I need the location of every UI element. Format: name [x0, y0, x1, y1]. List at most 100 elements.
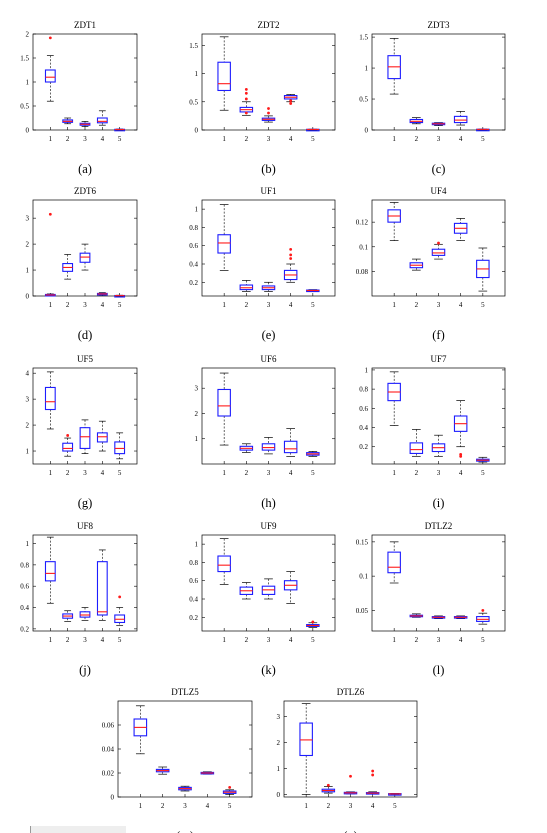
box-2	[239, 443, 254, 453]
box-4	[453, 218, 468, 241]
box-3	[261, 107, 276, 123]
x-tick-label: 1	[222, 301, 226, 309]
x-tick-label: 1	[392, 636, 396, 644]
panel-title: ZDT6	[74, 186, 96, 196]
plot-frame	[283, 700, 418, 798]
x-tick-label: 5	[481, 135, 485, 143]
panel-caption: (g)	[78, 496, 93, 510]
x-tick-label: 2	[66, 301, 70, 309]
iqr-box	[44, 69, 56, 83]
outlier-point	[244, 91, 248, 95]
panel-title: UF5	[77, 354, 94, 364]
x-tick-label: 4	[101, 469, 105, 477]
plot-frame	[117, 700, 253, 798]
panel-title: DTLZ5	[171, 687, 199, 697]
box-1	[217, 538, 231, 585]
panel-dtlz5: DTLZ5 0 0.02 0.04 0.06 1 2 3 4 5 (m)	[102, 687, 253, 833]
panel-title: ZDT3	[428, 20, 450, 30]
panel-caption: (d)	[78, 328, 93, 342]
y-tick-label: 1	[365, 65, 369, 73]
y-tick-label: 3	[26, 215, 30, 223]
box-1	[217, 204, 231, 271]
x-tick-label: 2	[415, 301, 419, 309]
panel-uf7: UF7 0.2 0.4 0.6 0.8 1 1 2 3 4 5 (i)	[359, 354, 506, 510]
x-tick-label: 3	[267, 135, 271, 143]
iqr-box	[96, 117, 108, 124]
box-3	[261, 281, 276, 292]
box-1	[299, 703, 313, 795]
y-tick-label: 0.04	[102, 746, 115, 754]
iqr-box	[217, 61, 231, 92]
panel-caption: (l)	[433, 663, 445, 677]
y-tick-label: 0.15	[356, 538, 369, 546]
outlier-point	[289, 247, 293, 251]
x-tick-label: 3	[183, 802, 187, 810]
panel-caption: (c)	[432, 162, 446, 176]
box-1	[133, 705, 148, 755]
x-tick-label: 1	[222, 469, 226, 477]
x-tick-label: 3	[267, 301, 271, 309]
x-tick-label: 4	[459, 135, 463, 143]
y-tick-label: 0.8	[189, 559, 198, 567]
y-tick-label: 0.08	[356, 268, 369, 276]
box-4	[283, 247, 298, 283]
iqr-box	[217, 555, 231, 573]
x-tick-label: 4	[289, 469, 293, 477]
x-tick-label: 1	[392, 469, 396, 477]
box-5	[114, 595, 126, 627]
y-tick-label: 0.4	[20, 604, 29, 612]
y-tick-label: 2	[277, 739, 281, 747]
outlier-point	[371, 769, 375, 773]
outlier-point	[289, 99, 293, 103]
y-tick-label: 1	[195, 206, 199, 214]
panel-zdt3: ZDT3 0 0.5 1 1.5 1 2 3 4 5 (c)	[359, 20, 506, 176]
iqr-box	[96, 561, 108, 616]
box-2	[409, 429, 424, 457]
y-tick-label: 0.6	[359, 405, 368, 413]
box-1	[387, 371, 401, 426]
panel-caption: (j)	[79, 663, 91, 677]
box-2	[62, 254, 74, 280]
box-5	[476, 247, 490, 292]
x-tick-label: 3	[83, 469, 87, 477]
x-tick-label: 2	[415, 636, 419, 644]
y-tick-label: 3	[26, 396, 30, 404]
x-tick-label: 3	[437, 135, 441, 143]
box-4	[283, 428, 298, 457]
x-tick-label: 4	[206, 802, 210, 810]
x-tick-label: 4	[459, 636, 463, 644]
panel-uf9: UF9 0.2 0.4 0.6 0.8 1 1 2 3 4 5 (k)	[189, 521, 336, 677]
box-1	[387, 37, 401, 95]
panel-title: DTLZ6	[337, 687, 365, 697]
y-tick-label: 0.4	[189, 596, 198, 604]
box-5	[306, 289, 320, 293]
x-tick-label: 1	[49, 469, 53, 477]
iqr-box	[79, 252, 91, 263]
x-tick-label: 3	[267, 469, 271, 477]
panel-title: UF4	[430, 186, 447, 196]
x-tick-label: 2	[415, 135, 419, 143]
outlier-point	[244, 97, 248, 101]
x-tick-label: 2	[245, 301, 249, 309]
x-tick-label: 5	[481, 469, 485, 477]
y-tick-label: 0	[195, 127, 199, 135]
outlier-point	[326, 783, 330, 787]
box-1	[387, 202, 401, 241]
y-tick-label: 0.2	[20, 625, 29, 633]
box-5	[388, 793, 402, 796]
y-tick-label: 3	[195, 385, 199, 393]
y-tick-label: 2	[26, 31, 30, 39]
box-3	[431, 122, 446, 127]
box-2	[321, 783, 336, 794]
box-3	[79, 121, 91, 127]
panel-title: UF6	[260, 354, 277, 364]
iqr-box	[114, 441, 126, 455]
x-tick-label: 5	[393, 802, 397, 810]
box-2	[62, 434, 74, 457]
box-4	[453, 111, 468, 126]
x-tick-label: 2	[66, 469, 70, 477]
outlier-point	[118, 595, 122, 599]
box-3	[79, 243, 91, 271]
outlier-point	[459, 453, 463, 456]
y-tick-label: 0.5	[189, 98, 198, 106]
